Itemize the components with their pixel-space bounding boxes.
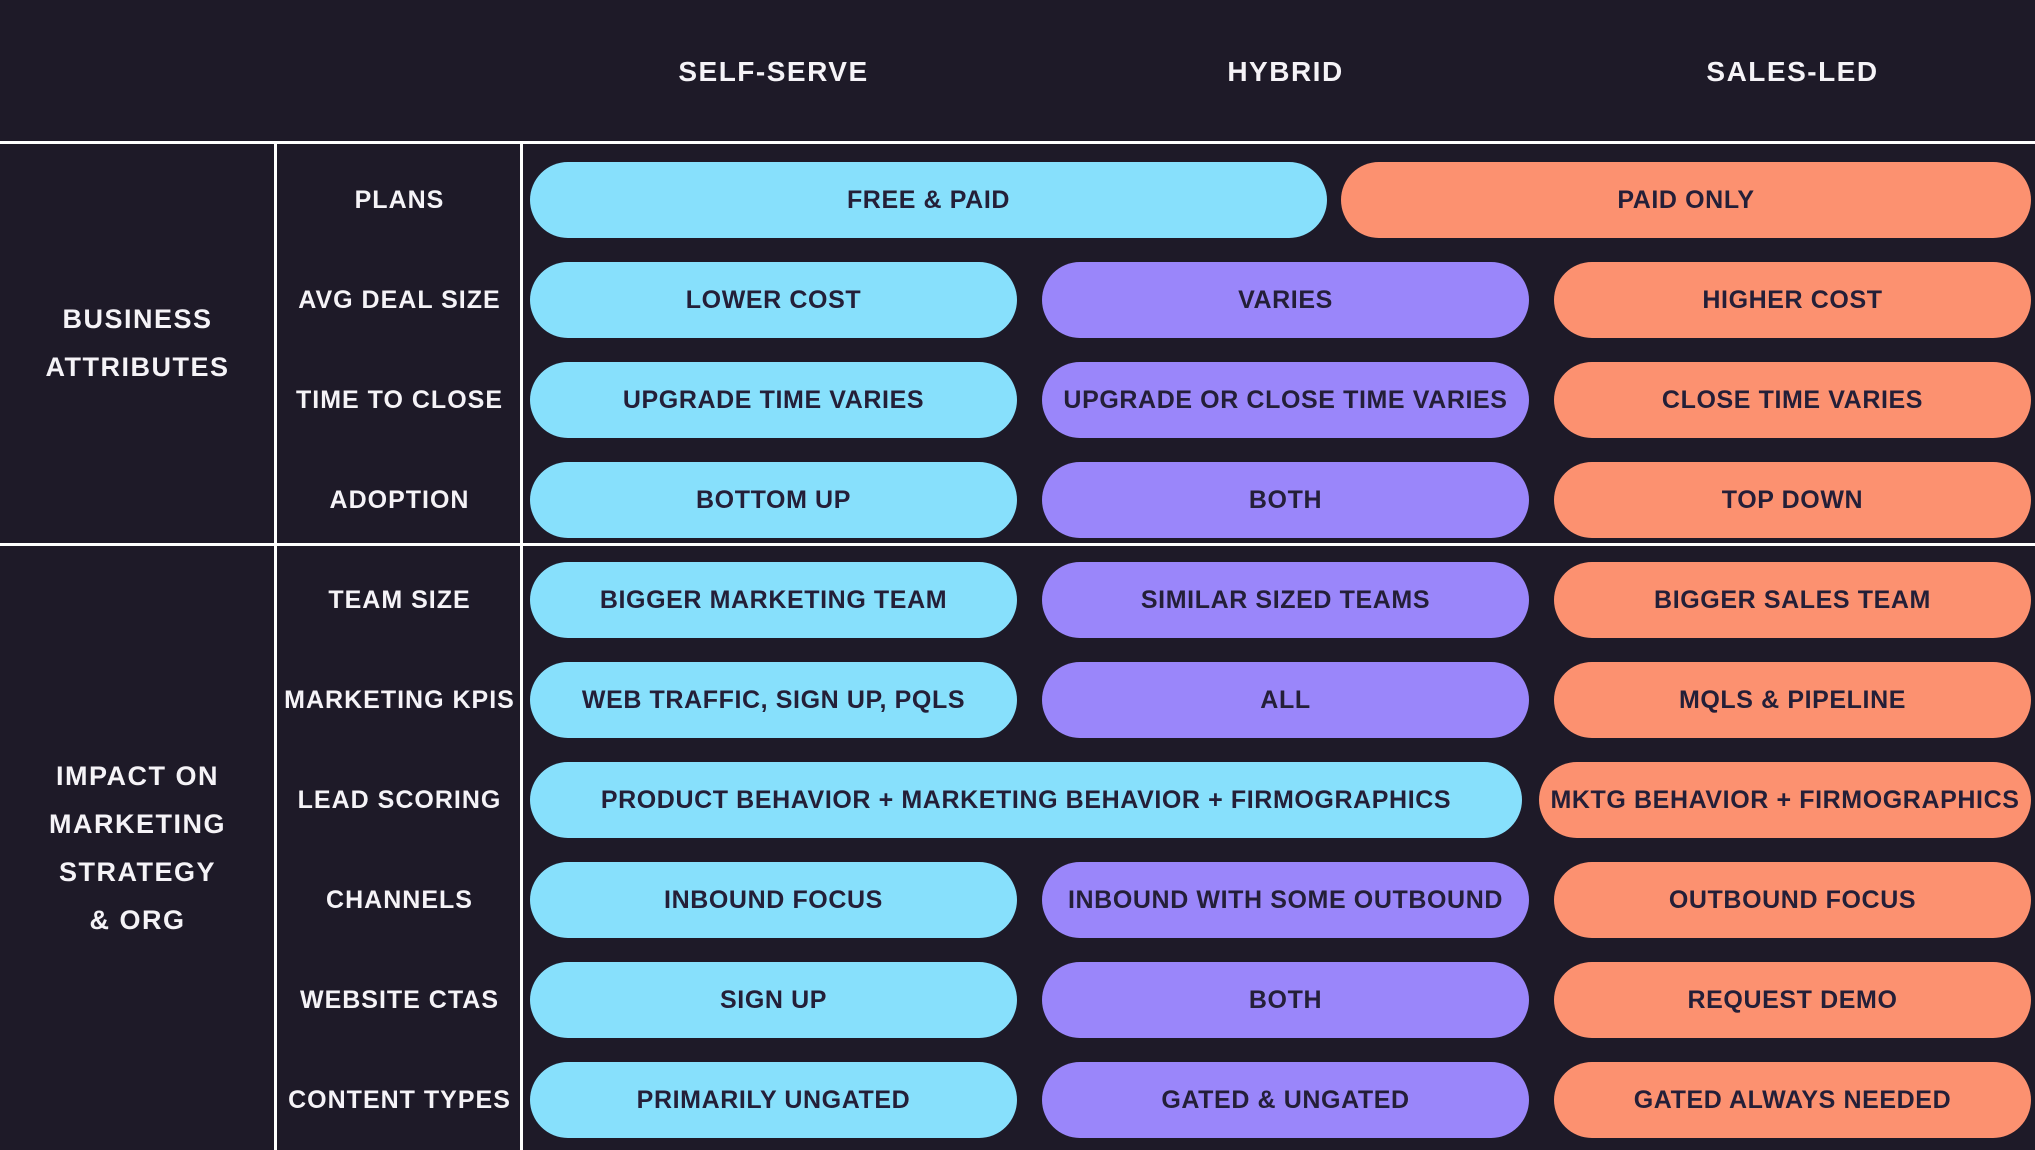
pill-ctas-sign-up: SIGN UP: [530, 962, 1017, 1038]
pill-ctas-both: BOTH: [1042, 962, 1529, 1038]
row-label-avg-deal-size: AVG DEAL SIZE: [298, 285, 501, 314]
pill-kpis-web-traffic: WEB TRAFFIC, SIGN UP, PQLS: [530, 662, 1017, 738]
pill-deal-size-lower-cost: LOWER COST: [530, 262, 1017, 338]
group-label-impact-on-marketing: IMPACT ON MARKETING STRATEGY & ORG: [0, 545, 275, 1150]
column-header-self-serve: SELF-SERVE: [678, 55, 869, 87]
column-header-hybrid: HYBRID: [1227, 55, 1344, 87]
pill-content-gated-ungated: GATED & UNGATED: [1042, 1062, 1529, 1138]
pill-deal-size-higher-cost: HIGHER COST: [1554, 262, 2031, 338]
row-label-adoption: ADOPTION: [329, 485, 470, 514]
pill-deal-size-varies: VARIES: [1042, 262, 1529, 338]
group-label-line: BUSINESS: [62, 304, 213, 334]
pill-channels-inbound-some-outbound: INBOUND WITH SOME OUTBOUND: [1042, 862, 1529, 938]
pill-team-bigger-marketing: BIGGER MARKETING TEAM: [530, 562, 1017, 638]
row-label-content-types: CONTENT TYPES: [288, 1085, 511, 1114]
pill-channels-inbound: INBOUND FOCUS: [530, 862, 1017, 938]
divider-vertical-group-column: [274, 143, 277, 1150]
row-label-channels: CHANNELS: [326, 885, 473, 914]
group-label-business-attributes: BUSINESS ATTRIBUTES: [0, 143, 275, 543]
pill-channels-outbound: OUTBOUND FOCUS: [1554, 862, 2031, 938]
row-label-website-ctas: WEBSITE CTAS: [299, 985, 500, 1014]
divider-vertical-label-column: [520, 143, 523, 1150]
pill-time-upgrade-varies: UPGRADE TIME VARIES: [530, 362, 1017, 438]
pill-kpis-mqls-pipeline: MQLS & PIPELINE: [1554, 662, 2031, 738]
pill-scoring-product-marketing-firmographics: PRODUCT BEHAVIOR + MARKETING BEHAVIOR + …: [530, 762, 1522, 838]
row-label-team-size: TEAM SIZE: [328, 585, 471, 614]
pill-kpis-all: ALL: [1042, 662, 1529, 738]
group-label-line: MARKETING: [49, 808, 226, 839]
column-header-sales-led: SALES-LED: [1706, 55, 1879, 87]
pill-plans-paid-only: PAID ONLY: [1341, 162, 2031, 238]
pill-ctas-request-demo: REQUEST DEMO: [1554, 962, 2031, 1038]
row-label-plans: PLANS: [354, 185, 445, 214]
pill-scoring-mktg-firmographics: MKTG BEHAVIOR + FIRMOGRAPHICS: [1539, 762, 2031, 838]
row-label-marketing-kpis: MARKETING KPIS: [284, 685, 515, 714]
group-label-line: STRATEGY: [58, 856, 216, 887]
pill-adoption-both: BOTH: [1042, 462, 1529, 538]
pill-content-gated-always: GATED ALWAYS NEEDED: [1554, 1062, 2031, 1138]
pill-team-similar-sized: SIMILAR SIZED TEAMS: [1042, 562, 1529, 638]
divider-horizontal-top: [0, 141, 2035, 144]
row-label-time-to-close: TIME TO CLOSE: [296, 385, 503, 414]
pill-adoption-bottom-up: BOTTOM UP: [530, 462, 1017, 538]
row-label-lead-scoring: LEAD SCORING: [297, 785, 502, 814]
pill-content-primarily-ungated: PRIMARILY UNGATED: [530, 1062, 1017, 1138]
pill-team-bigger-sales: BIGGER SALES TEAM: [1554, 562, 2031, 638]
group-label-line: & ORG: [89, 904, 186, 935]
pill-time-upgrade-or-close-varies: UPGRADE OR CLOSE TIME VARIES: [1042, 362, 1529, 438]
divider-horizontal-groups: [0, 543, 2035, 546]
group-label-line: ATTRIBUTES: [45, 352, 230, 382]
group-label-line: IMPACT ON: [56, 760, 219, 791]
pill-adoption-top-down: TOP DOWN: [1554, 462, 2031, 538]
pill-time-close-varies: CLOSE TIME VARIES: [1554, 362, 2031, 438]
pill-plans-free-and-paid: FREE & PAID: [530, 162, 1327, 238]
